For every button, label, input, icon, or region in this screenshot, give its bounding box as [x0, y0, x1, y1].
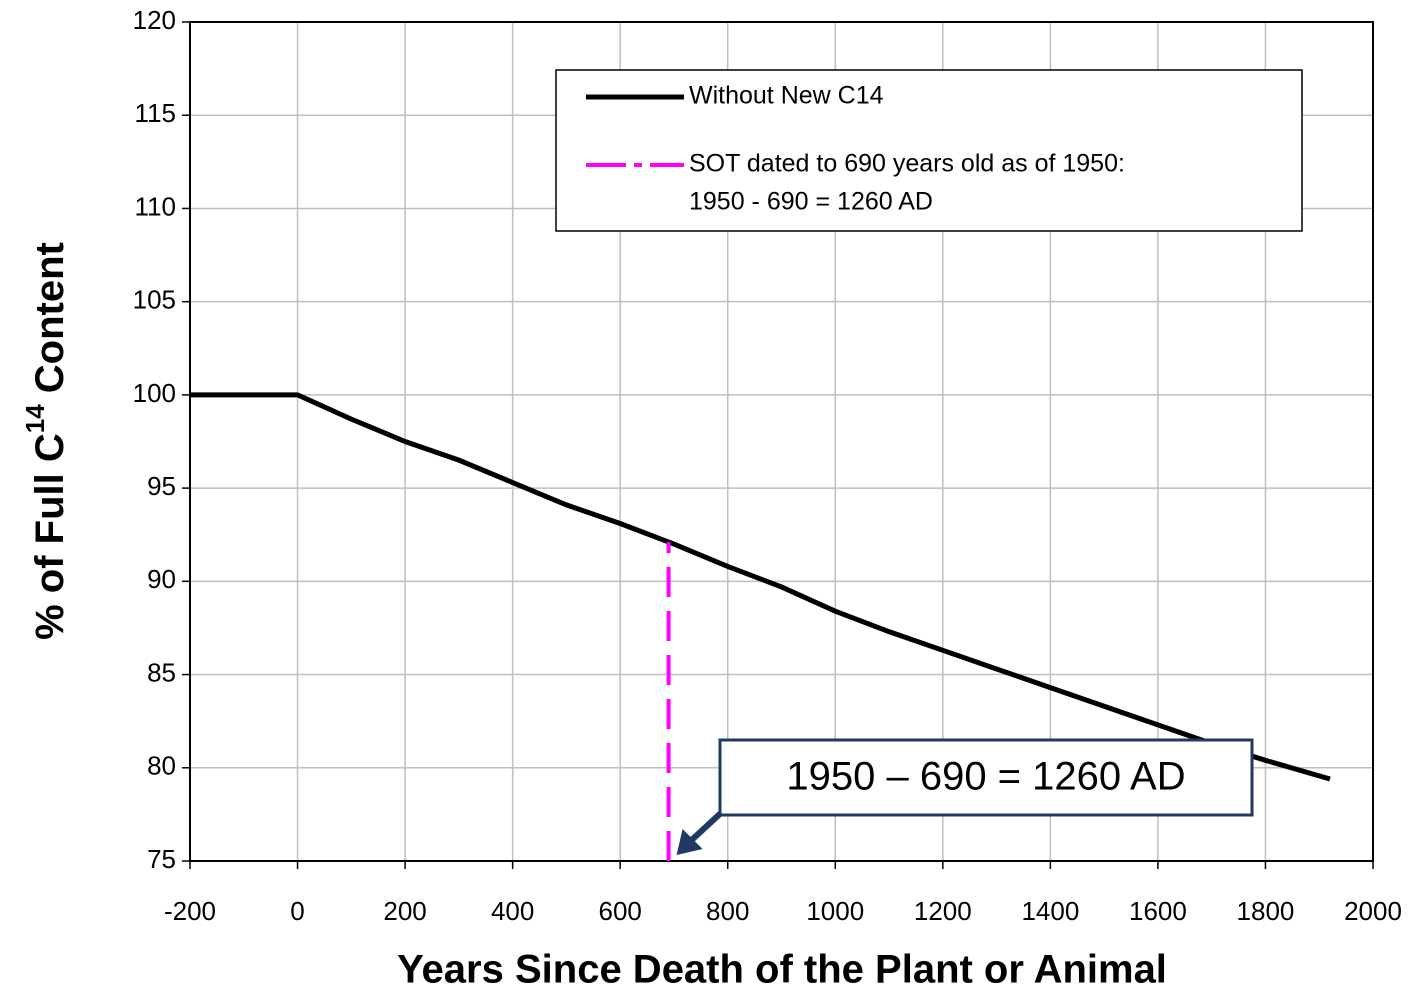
y-label-part: Content [28, 242, 72, 404]
y-tick-label: 90 [147, 564, 176, 594]
legend-label: Without New C14 [689, 82, 884, 110]
x-axis-label: Years Since Death of the Plant or Animal [397, 948, 1167, 992]
y-tick-label: 105 [133, 285, 176, 315]
y-axis-label: % of Full C14 Content [20, 242, 72, 640]
x-tick-label: 1800 [1237, 896, 1295, 926]
x-tick-label: 800 [706, 896, 749, 926]
x-tick-label: 0 [290, 896, 304, 926]
y-tick-label: 75 [147, 844, 176, 874]
y-tick-label: 100 [133, 378, 176, 408]
x-tick-label: 1000 [806, 896, 864, 926]
x-tick-label: 1400 [1021, 896, 1079, 926]
plot-frame [189, 21, 1374, 862]
annotation-arrow [688, 809, 725, 844]
y-tick-label: 110 [135, 191, 176, 221]
x-tick-label: 600 [598, 896, 641, 926]
annotation-arrowhead [676, 829, 703, 855]
y-tick-label: 115 [135, 98, 176, 128]
y-tick-label: 85 [147, 657, 176, 687]
y-tick-label: 120 [133, 5, 176, 35]
series-line [190, 392, 1331, 782]
annotation-text: 1950 – 690 = 1260 AD [786, 755, 1185, 799]
x-tick-label: 1200 [914, 896, 972, 926]
x-tick-label: 200 [383, 896, 426, 926]
x-tick-label: 1600 [1129, 896, 1187, 926]
y-tick-label: 80 [147, 751, 176, 781]
y-tick-label: 95 [147, 471, 176, 501]
y-label-sup: 14 [20, 404, 50, 433]
legend-label: 1950 - 690 = 1260 AD [689, 188, 933, 216]
x-tick-label: 2000 [1344, 896, 1402, 926]
legend-label: SOT dated to 690 years old as of 1950: [689, 150, 1125, 178]
annotation-box [718, 738, 1254, 817]
y-label-part: % of Full C [28, 433, 72, 640]
x-tick-label: 400 [491, 896, 534, 926]
x-tick-label: -200 [164, 896, 216, 926]
